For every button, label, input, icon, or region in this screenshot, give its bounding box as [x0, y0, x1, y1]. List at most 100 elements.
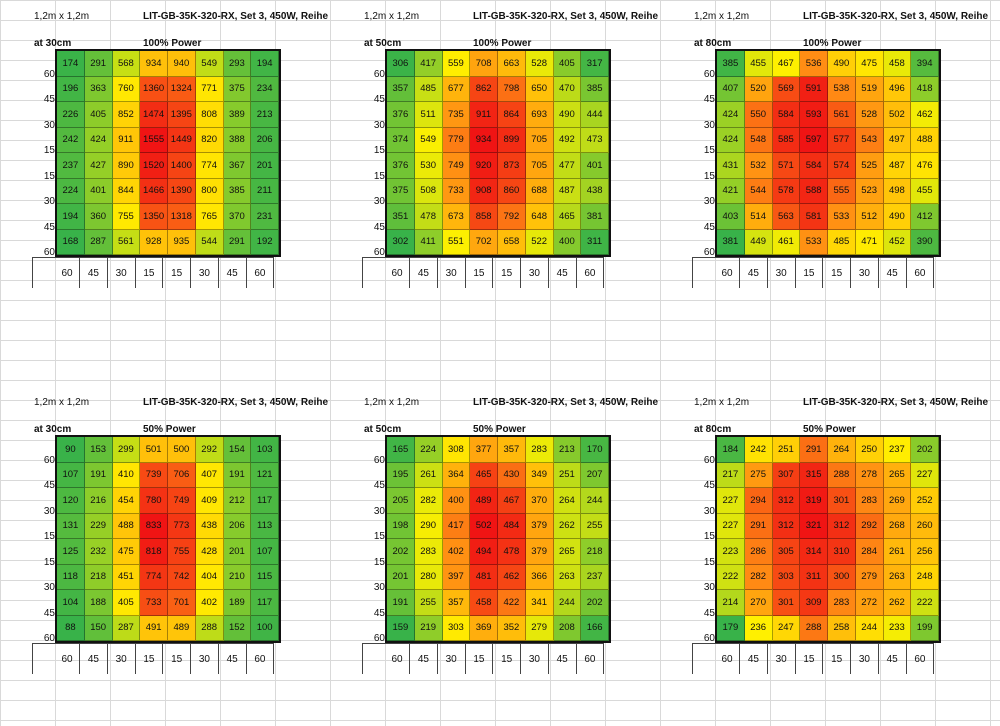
heatmap-cell: 502 [470, 513, 498, 539]
heatmap-cell: 1318 [168, 204, 196, 230]
heatmap-cell: 385 [223, 178, 252, 204]
heatmap-cell: 911 [112, 127, 141, 153]
heatmap-cell: 152 [223, 615, 252, 641]
heatmap-cell: 411 [414, 229, 443, 255]
heatmap-cell: 291 [84, 51, 113, 77]
heatmap-cell: 233 [883, 615, 912, 641]
y-tick-label: 60 [703, 633, 715, 644]
heatmap-cell: 113 [251, 513, 279, 539]
heatmap-cell: 261 [883, 539, 912, 565]
heatmap-cell: 191 [387, 590, 415, 616]
heatmap-cell: 226 [57, 102, 85, 128]
heatmap-cell: 237 [57, 153, 85, 179]
heatmap-cell: 260 [911, 513, 939, 539]
heatmap-cell: 317 [581, 51, 609, 77]
heatmap-cell: 242 [57, 127, 85, 153]
heatmap-cell: 125 [57, 539, 85, 565]
area-label: 1,2m x 1,2m [34, 397, 90, 408]
x-tick-label: 30 [438, 258, 466, 288]
heatmap-cell: 308 [442, 437, 471, 463]
heatmap-cell: 418 [911, 76, 939, 102]
heatmap-cell: 422 [498, 590, 526, 616]
heatmap-cell: 467 [772, 51, 801, 77]
heatmap-cell: 394 [911, 51, 939, 77]
heatmap-cell: 305 [772, 539, 801, 565]
heatmap-panel: 1,2m x 1,2m LIT-GB-35K-320-RX, Set 3, 450… [362, 0, 672, 320]
area-label: 1,2m x 1,2m [364, 11, 420, 22]
heatmap-cell: 475 [855, 51, 884, 77]
heatmap-cell: 282 [414, 488, 443, 514]
y-tick-label: 45 [373, 221, 385, 233]
heatmap-cell: 818 [140, 539, 168, 565]
heatmap-cell: 455 [911, 178, 939, 204]
heatmap-cell: 282 [744, 564, 773, 590]
heatmap-cell: 206 [223, 513, 252, 539]
heatmap-cell: 291 [800, 437, 828, 463]
heatmap-cell: 224 [414, 437, 443, 463]
y-tick-label: 60 [43, 68, 55, 80]
heatmap-cell: 312 [772, 513, 801, 539]
panel-title: LIT-GB-35K-320-RX, Set 3, 450W, Reihe [143, 397, 329, 408]
panel-title: LIT-GB-35K-320-RX, Set 3, 450W, Reihe [473, 11, 659, 22]
heatmap-cell: 214 [717, 590, 745, 616]
heatmap-cell: 470 [553, 76, 582, 102]
x-tick-label: 45 [410, 258, 438, 288]
heatmap-cell: 198 [387, 513, 415, 539]
heatmap-cell: 544 [195, 229, 224, 255]
y-tick-label: 30 [373, 119, 385, 131]
heatmap-cell: 131 [57, 513, 85, 539]
heatmap-cell: 218 [581, 539, 609, 565]
heatmap-cell: 218 [84, 564, 113, 590]
heatmap-cell: 494 [470, 539, 498, 565]
heatmap-cell: 1474 [140, 102, 168, 128]
heatmap-cell: 514 [744, 204, 773, 230]
heatmap-cell: 424 [84, 127, 113, 153]
heatmap-cell: 117 [251, 590, 279, 616]
heatmap-cell: 170 [581, 437, 609, 463]
heatmap-cell: 268 [883, 513, 912, 539]
heatmap-cell: 115 [251, 564, 279, 590]
heatmap-cell: 561 [828, 102, 856, 128]
heatmap-cell: 369 [470, 615, 498, 641]
heatmap-cell: 291 [744, 513, 773, 539]
heatmap-cell: 284 [855, 539, 884, 565]
area-label: 1,2m x 1,2m [34, 11, 90, 22]
x-axis-labels: 60 45 30 15 15 30 45 60 [692, 643, 935, 674]
heatmap-cell: 555 [828, 178, 856, 204]
heatmap-cell: 210 [223, 564, 252, 590]
x-tick-label: 45 [410, 644, 438, 674]
y-tick-label: 45 [703, 607, 715, 619]
heatmap-cell: 402 [195, 590, 224, 616]
heatmap-cell: 292 [195, 437, 224, 463]
heatmap-cell: 934 [470, 127, 498, 153]
y-tick-label: 60 [373, 454, 385, 466]
heatmap-cell: 800 [195, 178, 224, 204]
x-tick-label: 45 [879, 644, 907, 674]
heatmap-cell: 500 [168, 437, 196, 463]
panel-title: LIT-GB-35K-320-RX, Set 3, 450W, Reihe [803, 11, 989, 22]
y-tick-label: 30 [43, 196, 55, 207]
heatmap-cell: 376 [387, 153, 415, 179]
heatmap-cell: 417 [442, 513, 471, 539]
heatmap-cell: 792 [498, 204, 526, 230]
heatmap-cell: 462 [911, 102, 939, 128]
heatmap-cell: 222 [911, 590, 939, 616]
heatmap-cell: 201 [223, 539, 252, 565]
y-tick-label: 30 [703, 196, 715, 207]
heatmap-cell: 286 [744, 539, 773, 565]
heatmap-cell: 231 [251, 204, 279, 230]
heatmap-cell: 363 [84, 76, 113, 102]
heatmap-cell: 88 [57, 615, 85, 641]
heatmap-cell: 103 [251, 437, 279, 463]
heatmap-cell: 375 [223, 76, 252, 102]
heatmap-cell: 244 [855, 615, 884, 641]
heatmap-cell: 438 [195, 513, 224, 539]
heatmap-cell: 189 [223, 590, 252, 616]
heatmap-cell: 476 [911, 153, 939, 179]
heatmap-cell: 303 [772, 564, 801, 590]
heatmap-cell: 307 [772, 462, 801, 488]
heatmap-cell: 301 [772, 590, 801, 616]
heatmap-cell: 581 [800, 204, 828, 230]
heatmap-cell: 404 [195, 564, 224, 590]
heatmap-cell: 264 [553, 488, 582, 514]
